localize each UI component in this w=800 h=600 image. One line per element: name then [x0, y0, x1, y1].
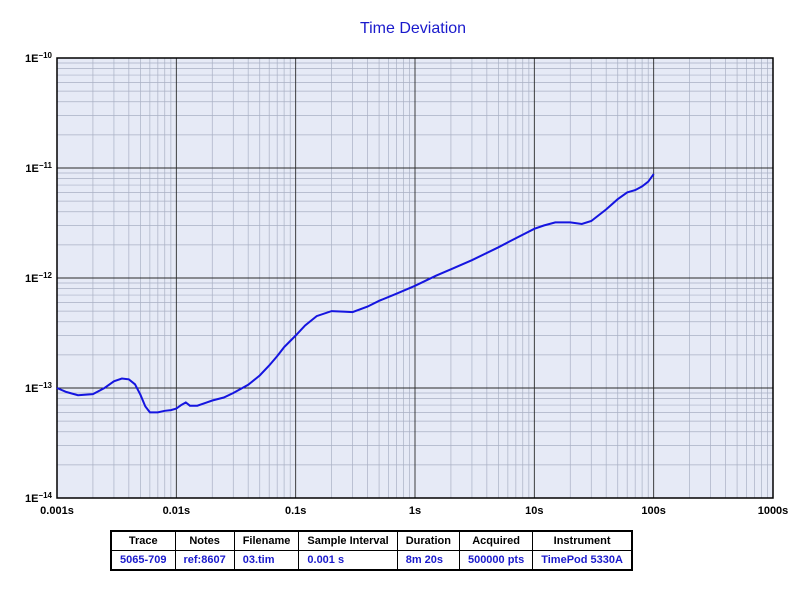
table-row: 5065-709 ref:8607 03.tim 0.001 s 8m 20s … — [110, 550, 633, 571]
y-tick-text: 1E−12 — [25, 271, 53, 285]
x-tick-label: 0.01s — [163, 505, 191, 517]
y-tick-label: 1E−13 — [25, 381, 53, 395]
header-duration: Duration — [396, 530, 460, 551]
header-trace: Trace — [110, 530, 176, 551]
y-tick-text: 1E−11 — [25, 161, 52, 175]
trace-info-table: Trace Notes Filename Sample Interval Dur… — [110, 530, 633, 571]
x-tick-label: 10s — [525, 505, 543, 517]
cell-notes: ref:8607 — [174, 550, 235, 571]
x-tick-label: 100s — [641, 505, 665, 517]
tdev-series-line — [56, 173, 655, 414]
y-tick-label: 1E−10 — [25, 51, 53, 65]
table-header-row: Trace Notes Filename Sample Interval Dur… — [110, 530, 633, 551]
cell-sample-interval: 0.001 s — [298, 550, 398, 571]
x-tick-label: 0.001s — [40, 505, 74, 517]
cell-filename: 03.tim — [233, 550, 300, 571]
header-notes: Notes — [174, 530, 235, 551]
y-tick-label: 1E−12 — [25, 271, 53, 285]
x-tick-label: 1000s — [758, 505, 789, 517]
header-acquired: Acquired — [458, 530, 534, 551]
x-tick-label: 0.1s — [285, 505, 306, 517]
x-tick-label: 1s — [409, 505, 421, 517]
chart-title: Time Deviation — [360, 20, 466, 37]
header-sample-interval: Sample Interval — [298, 530, 398, 551]
cell-acquired: 500000 pts — [458, 550, 534, 571]
y-tick-text: 1E−10 — [25, 51, 53, 65]
cell-instrument: TimePod 5330A — [532, 550, 633, 571]
y-tick-label: 1E−11 — [25, 161, 52, 175]
header-filename: Filename — [233, 530, 300, 551]
y-tick-label: 1E−14 — [25, 491, 53, 505]
x-axis-ticks: 0.001s 0.01s 0.1s 1s 10s 100s 1000s — [40, 505, 788, 517]
header-instrument: Instrument — [532, 530, 633, 551]
y-tick-text: 1E−14 — [25, 491, 53, 505]
plot-frame — [56, 57, 774, 499]
y-tick-text: 1E−13 — [25, 381, 53, 395]
tdev-chart: Time Deviation 0.001s 0.01s 0.1s 1s 10s 100s 1… — [25, 20, 788, 517]
y-axis-ticks: 1E−10 1E−11 1E−12 1E−13 1E−14 — [25, 51, 53, 505]
cell-trace: 5065-709 — [110, 550, 176, 571]
cell-duration: 8m 20s — [396, 550, 460, 571]
major-grid — [57, 58, 773, 498]
